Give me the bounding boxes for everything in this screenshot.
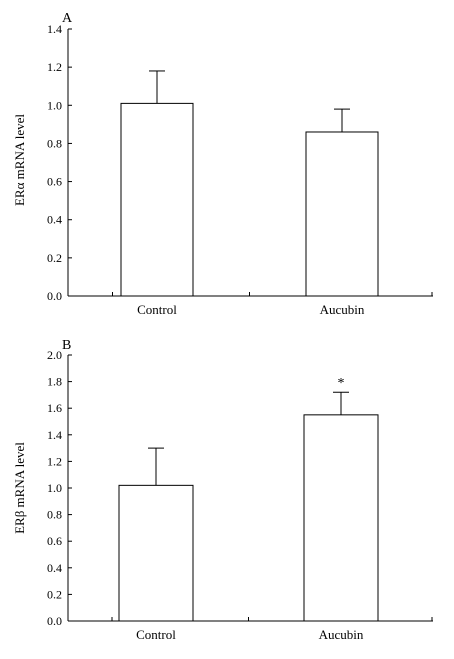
y-tick-label-a: 0.2 bbox=[47, 251, 62, 265]
panel-label-a: A bbox=[62, 11, 73, 26]
y-tick-label-b: 1.8 bbox=[47, 375, 62, 389]
y-tick-label-b: 0.4 bbox=[47, 561, 62, 575]
y-tick-label-b: 0.8 bbox=[47, 508, 62, 522]
panel-label-b: B bbox=[62, 338, 71, 353]
y-tick-label-b: 0.0 bbox=[47, 614, 62, 628]
chart-panel-a: A ERα mRNA level 0.0 0.2 0.4 0.6 0.8 1.0 1.2 1.… bbox=[12, 11, 433, 317]
y-axis-label-a: ERα mRNA level bbox=[12, 114, 27, 206]
y-tick-label-b: 1.4 bbox=[47, 428, 62, 442]
bar-control-b bbox=[118, 484, 194, 622]
y-tick-label-a: 0.4 bbox=[47, 213, 62, 227]
y-tick-label-b: 2.0 bbox=[47, 348, 62, 362]
y-tick-label-b: 1.6 bbox=[47, 401, 62, 415]
y-tick-label-a: 1.2 bbox=[47, 60, 62, 74]
category-label-aucubin-b: Aucubin bbox=[319, 627, 364, 642]
bar-control-a bbox=[120, 102, 194, 297]
bar-aucubin-a bbox=[305, 131, 379, 297]
bar-aucubin-b bbox=[303, 414, 379, 622]
y-tick-label-b: 0.2 bbox=[47, 587, 62, 601]
y-tick-label-b: 1.2 bbox=[47, 454, 62, 468]
category-label-control-b: Control bbox=[136, 627, 176, 642]
y-axis-label-b: ERβ mRNA level bbox=[12, 442, 27, 534]
category-label-control-a: Control bbox=[137, 302, 177, 317]
category-label-aucubin-a: Aucubin bbox=[320, 302, 365, 317]
y-tick-label-b: 0.6 bbox=[47, 534, 62, 548]
y-tick-label-a: 0.8 bbox=[47, 136, 62, 150]
y-tick-label-a: 0.6 bbox=[47, 175, 62, 189]
y-tick-label-a: 1.4 bbox=[47, 22, 62, 36]
y-tick-label-b: 1.0 bbox=[47, 481, 62, 495]
significance-marker-b: * bbox=[338, 376, 345, 391]
y-tick-label-a: 1.0 bbox=[47, 98, 62, 112]
y-tick-label-a: 0.0 bbox=[47, 289, 62, 303]
chart-panel-b: B ERβ mRNA level 0.0 0.2 0.4 0.6 0.8 1.0 1.2 1.… bbox=[12, 338, 433, 642]
